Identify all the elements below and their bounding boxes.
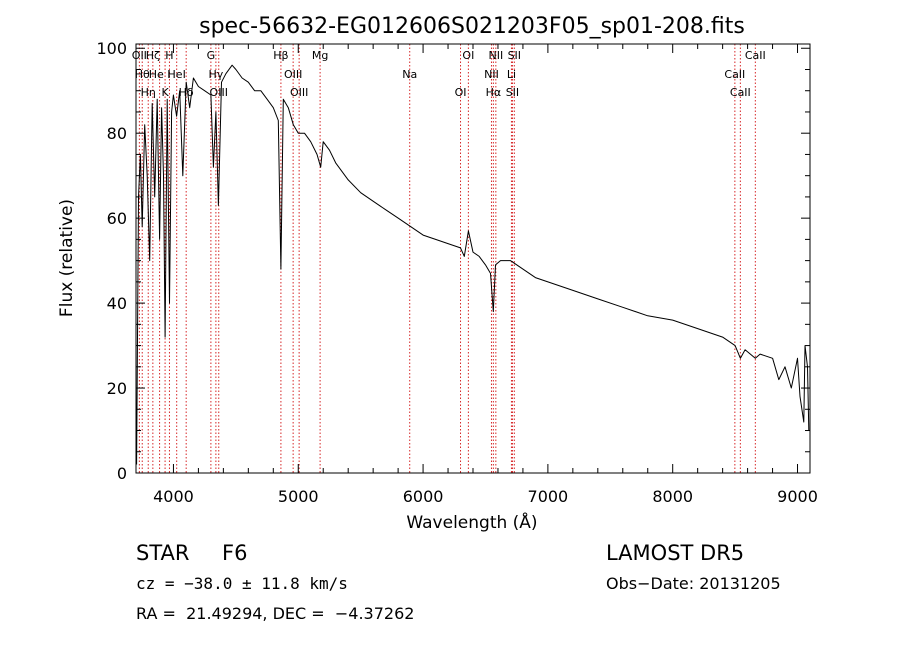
x-tick-label: 6000	[403, 487, 444, 506]
line-marker-label: He I	[149, 68, 171, 81]
y-tick-label: 60	[107, 209, 127, 228]
line-marker-label: Na	[402, 68, 417, 81]
x-tick-label: 4000	[153, 487, 194, 506]
x-axis-label: Wavelength (Å)	[406, 511, 537, 533]
x-tick-label: 5000	[278, 487, 319, 506]
y-tick-label: 80	[107, 124, 127, 143]
plot-frame	[135, 43, 811, 474]
object-class: STAR	[136, 541, 190, 565]
line-marker-label: OIII	[290, 86, 308, 99]
x-tick-label: 7000	[528, 487, 569, 506]
survey-label: LAMOST DR5	[606, 541, 745, 565]
line-marker-label: G	[207, 49, 216, 62]
y-axis-ticks: 0 20 40 60 80 100	[96, 39, 810, 483]
line-marker-label: OIII	[210, 86, 228, 99]
spectral-line-markers	[138, 44, 756, 473]
line-marker-label: NII	[484, 68, 499, 81]
spectrum-line	[136, 64, 810, 465]
y-tick-label: 40	[107, 294, 127, 313]
line-marker-label: H	[165, 49, 173, 62]
spectrum-series	[136, 64, 810, 465]
line-marker-label: Hα	[486, 86, 502, 99]
line-marker-label: NII	[488, 49, 503, 62]
line-marker-label: HeI	[168, 68, 186, 81]
line-marker-label: Hζ	[146, 49, 160, 62]
line-marker-label: Hη	[141, 86, 156, 99]
line-marker-label: SII	[508, 49, 521, 62]
y-tick-label: 20	[107, 379, 127, 398]
x-tick-label: 8000	[652, 487, 693, 506]
coordinates-readout: RA = 21.49294, DEC = −4.37262	[136, 604, 415, 623]
y-tick-label: 0	[117, 464, 127, 483]
line-marker-label: Hθ	[135, 68, 150, 81]
redshift-readout: cz = −38.0 ± 11.8 km/s	[136, 574, 348, 593]
chart-title: spec-56632-EG012606S021203F05_sp01-208.f…	[199, 14, 745, 39]
x-tick-label: 9000	[777, 487, 818, 506]
line-marker-label: OI	[462, 49, 474, 62]
line-marker-label: SII	[506, 86, 519, 99]
y-axis-label: Flux (relative)	[57, 199, 77, 317]
line-marker-label: CaII	[730, 86, 751, 99]
line-marker-label: Hγ	[208, 68, 223, 81]
line-marker-label: OIII	[284, 68, 302, 81]
line-marker-label: Li	[507, 68, 516, 81]
line-marker-label: K	[161, 86, 169, 99]
line-marker-label: OI	[455, 86, 467, 99]
object-subclass: F6	[222, 541, 248, 565]
observation-date: Obs−Date: 20131205	[606, 574, 781, 593]
line-marker-label: Hβ	[273, 49, 288, 62]
y-tick-label: 100	[96, 39, 127, 58]
line-marker-label: OII	[132, 49, 147, 62]
line-marker-label: CaII	[745, 49, 766, 62]
line-marker-label: CaII	[724, 68, 745, 81]
line-marker-label: Mg	[312, 49, 328, 62]
x-axis-ticks: 4000 5000 6000 7000 8000 9000	[153, 44, 818, 506]
